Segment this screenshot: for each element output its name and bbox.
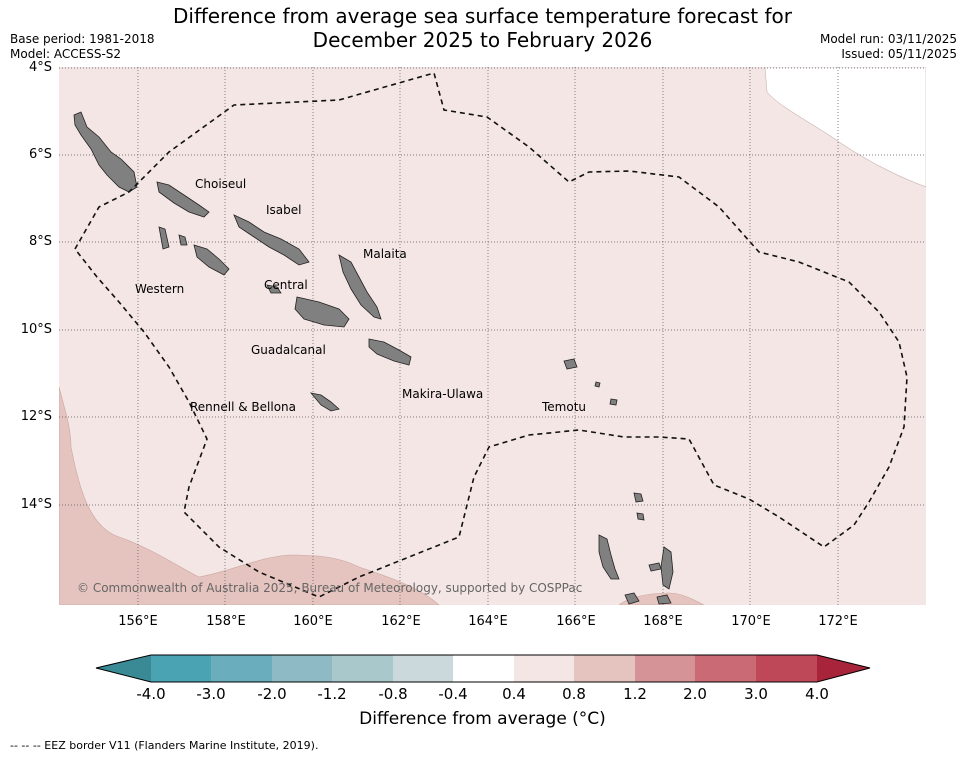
vanuatu-south-islet-1 [624, 592, 640, 605]
colorbar-extend-high [817, 655, 870, 682]
label-choiseul: Choiseul [195, 177, 246, 191]
lat-label-8s: 8°S [28, 234, 52, 249]
sst-anomaly-map: Choiseul Isabel Malaita Western Central … [59, 67, 926, 605]
lon-label-170e: 170°E [731, 614, 771, 629]
lon-label-168e: 168°E [643, 614, 683, 629]
warm-anomaly-region-southwest [59, 386, 440, 605]
lat-label-10s: 10°S [20, 322, 52, 337]
lat-label-4s: 4°S [28, 60, 52, 75]
label-western: Western [135, 282, 184, 296]
santa-cruz-island [563, 358, 578, 370]
vanuatu-islet [648, 562, 662, 572]
label-rennell-bellona: Rennell & Bellona [190, 400, 296, 414]
nggela-island [266, 284, 282, 294]
lat-label-6s: 6°S [28, 147, 52, 162]
malaita-island [338, 254, 382, 320]
colorbar: -4.0 -3.0 -2.0 -1.2 -0.8 -0.4 0.4 0.8 1.… [95, 654, 871, 703]
colorbar-segment-9 [635, 655, 695, 682]
lon-label-160e: 160°E [293, 614, 333, 629]
temotu-islet-1 [594, 381, 601, 388]
kolombangara-island [178, 234, 188, 246]
colorbar-tick-2: -3.0 [196, 685, 225, 703]
label-guadalcanal: Guadalcanal [251, 343, 326, 357]
vanuatu-malakula [660, 546, 674, 590]
vanuatu-torres-islet-1 [633, 492, 644, 503]
lon-label-172e: 172°E [818, 614, 858, 629]
vanuatu-south-islet-2 [656, 594, 672, 605]
meta-left: Base period: 1981-2018 Model: ACCESS-S2 [10, 32, 155, 62]
colorbar-tick-11: 3.0 [744, 685, 768, 703]
label-central: Central [264, 278, 308, 292]
choiseul-main-island [73, 111, 138, 193]
title-line-2: December 2025 to February 2026 [312, 28, 653, 52]
lon-label-162e: 162°E [381, 614, 421, 629]
copyright-text: © Commonwealth of Australia 2025, Bureau… [77, 581, 582, 595]
colorbar-segment-1 [151, 655, 211, 682]
vella-lavella-island [158, 226, 170, 250]
guadalcanal-island [294, 296, 350, 328]
colorbar-tick-12: 4.0 [805, 685, 829, 703]
colorbar-extend-low [96, 655, 151, 682]
near-average-region [764, 67, 926, 188]
colorbar-tick-6: -0.4 [438, 685, 467, 703]
model-text: Model: ACCESS-S2 [10, 47, 122, 61]
colorbar-outline [95, 654, 871, 683]
landmasses [73, 111, 674, 605]
lon-label-164e: 164°E [468, 614, 508, 629]
issued-text: Issued: 05/11/2025 [841, 47, 957, 61]
meta-right: Model run: 03/11/2025 Issued: 05/11/2025 [820, 32, 957, 62]
colorbar-segment-7 [514, 655, 574, 682]
colorbar-segment-5 [393, 655, 453, 682]
title-line-1: Difference from average sea surface temp… [172, 4, 792, 28]
label-makira-ulawa: Makira-Ulawa [402, 387, 483, 401]
new-georgia-island [193, 244, 230, 276]
vanuatu-espiritu-santo [598, 534, 620, 580]
colorbar-segment-11 [756, 655, 817, 682]
rennell-island [309, 392, 340, 412]
colorbar-segment-3 [272, 655, 332, 682]
province-labels: Choiseul Isabel Malaita Western Central … [135, 177, 586, 414]
ocean-base-anomaly-region [59, 67, 926, 605]
vanuatu-torres-islet-2 [636, 512, 645, 521]
makira-island [368, 338, 412, 366]
colorbar-tick-7: 0.4 [502, 685, 526, 703]
colorbar-segment-8 [574, 655, 635, 682]
lon-label-166e: 166°E [556, 614, 596, 629]
colorbar-tick-3: -2.0 [257, 685, 286, 703]
colorbar-segment-6 [453, 655, 514, 682]
colorbar-segment-4 [332, 655, 393, 682]
lat-label-14s: 14°S [20, 497, 52, 512]
choiseul-island [156, 181, 210, 218]
colorbar-tick-10: 2.0 [683, 685, 707, 703]
lon-label-156e: 156°E [118, 614, 158, 629]
colorbar-tick-8: 0.8 [562, 685, 586, 703]
isabel-island [233, 214, 310, 266]
eez-footnote: -- -- -- EEZ border V11 (Flanders Marine… [10, 739, 319, 752]
model-run-text: Model run: 03/11/2025 [819, 32, 957, 46]
colorbar-segments [96, 655, 870, 682]
lat-label-12s: 12°S [20, 409, 52, 424]
map-gridlines [59, 67, 926, 605]
label-malaita: Malaita [363, 247, 407, 261]
map-title: Difference from average sea surface temp… [0, 4, 965, 52]
base-period-text: Base period: 1981-2018 [10, 32, 155, 46]
colorbar-label: Difference from average (°C) [359, 709, 606, 729]
colorbar-segment-10 [695, 655, 756, 682]
temotu-islet-2 [609, 398, 618, 406]
colorbar-tick-5: -0.8 [378, 685, 407, 703]
lon-label-158e: 158°E [206, 614, 246, 629]
colorbar-tick-4: -1.2 [317, 685, 346, 703]
colorbar-tick-1: -4.0 [136, 685, 165, 703]
colorbar-segment-2 [211, 655, 272, 682]
label-isabel: Isabel [266, 203, 301, 217]
colorbar-tick-9: 1.2 [623, 685, 647, 703]
label-temotu: Temotu [541, 400, 586, 414]
colorbar-tick-labels: -4.0 -3.0 -2.0 -1.2 -0.8 -0.4 0.4 0.8 1.… [136, 685, 829, 703]
